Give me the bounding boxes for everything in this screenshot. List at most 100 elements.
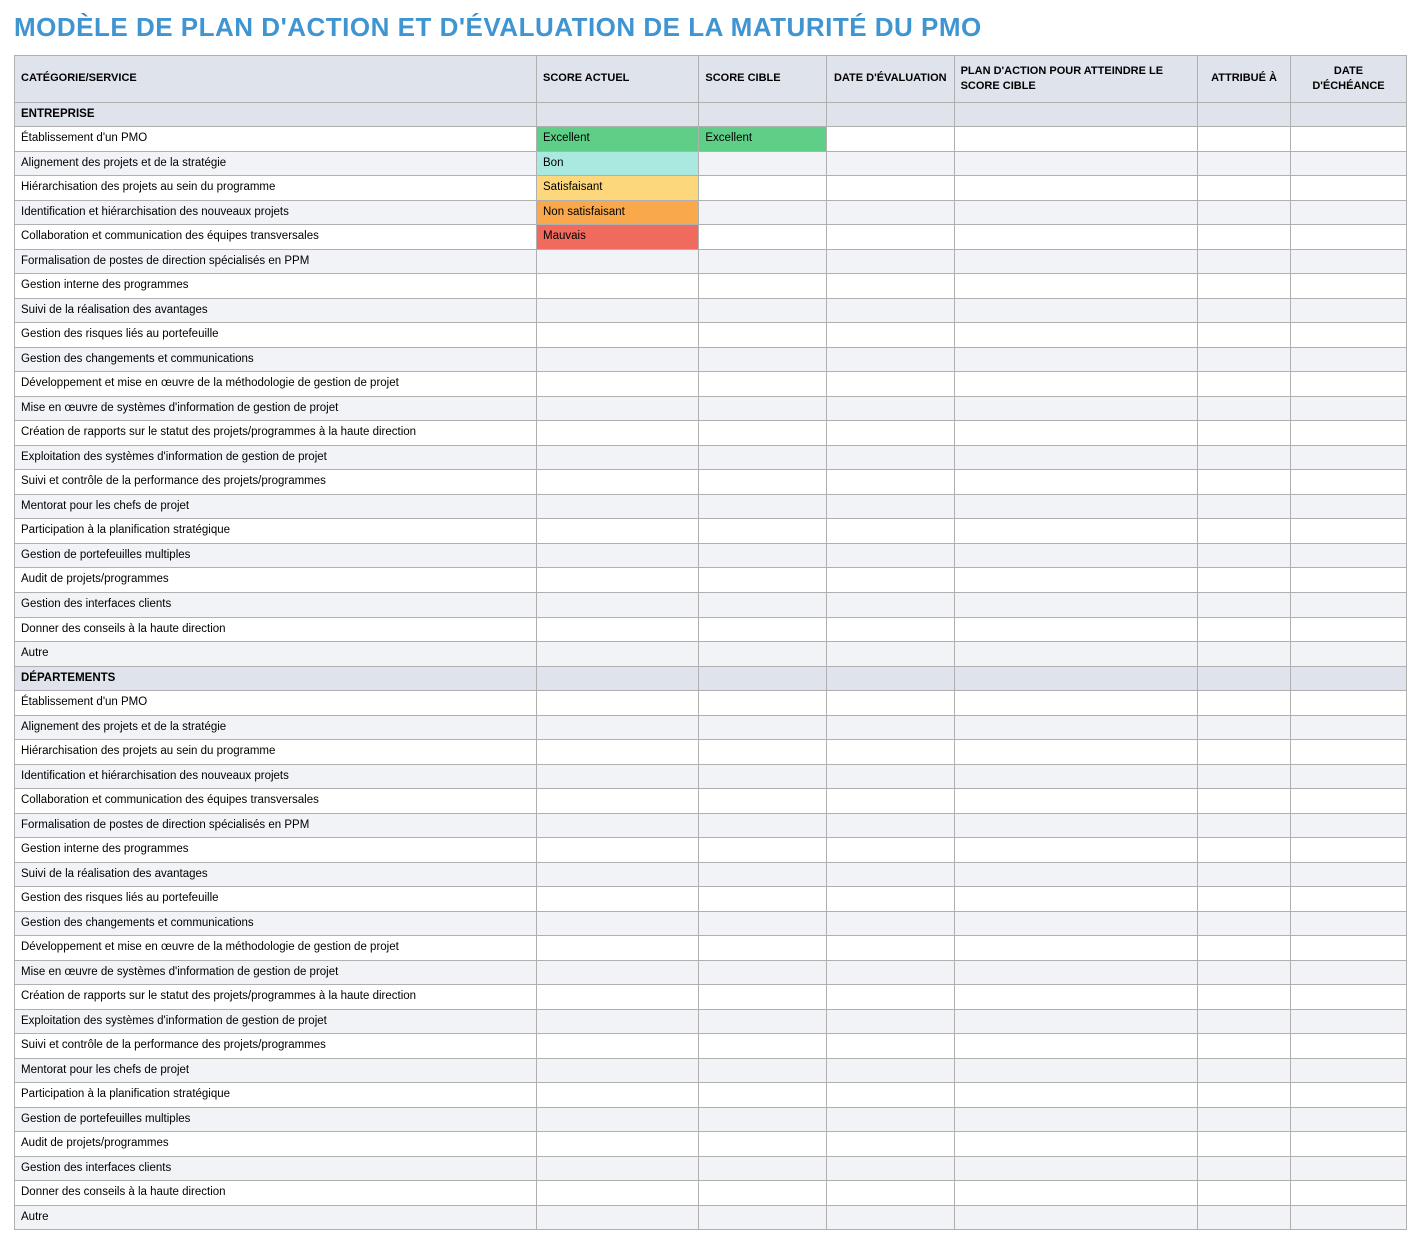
cell-score-target[interactable]: [699, 740, 827, 765]
cell-assigned-to[interactable]: [1198, 249, 1291, 274]
cell-score-actual[interactable]: [537, 691, 699, 716]
cell-assigned-to[interactable]: [1198, 862, 1291, 887]
cell-score-actual[interactable]: [537, 789, 699, 814]
cell-eval-date[interactable]: [826, 740, 954, 765]
cell-score-actual[interactable]: Satisfaisant: [537, 176, 699, 201]
cell-score-target[interactable]: [699, 1181, 827, 1206]
cell-assigned-to[interactable]: [1198, 494, 1291, 519]
cell-eval-date[interactable]: [826, 1107, 954, 1132]
cell-action-plan[interactable]: [954, 617, 1198, 642]
cell-score-actual[interactable]: [537, 421, 699, 446]
cell-score-target[interactable]: [699, 715, 827, 740]
cell-due-date[interactable]: [1290, 985, 1406, 1010]
cell-score-target[interactable]: [699, 642, 827, 667]
cell-score-target[interactable]: [699, 347, 827, 372]
cell-assigned-to[interactable]: [1198, 372, 1291, 397]
cell-assigned-to[interactable]: [1198, 396, 1291, 421]
cell-score-target[interactable]: [699, 151, 827, 176]
cell-score-actual[interactable]: [537, 642, 699, 667]
cell-assigned-to[interactable]: [1198, 1181, 1291, 1206]
cell-assigned-to[interactable]: [1198, 593, 1291, 618]
cell-assigned-to[interactable]: [1198, 1009, 1291, 1034]
cell-score-actual[interactable]: [537, 617, 699, 642]
cell-eval-date[interactable]: [826, 494, 954, 519]
cell-score-target[interactable]: [699, 372, 827, 397]
cell-action-plan[interactable]: [954, 1058, 1198, 1083]
cell-assigned-to[interactable]: [1198, 151, 1291, 176]
cell-eval-date[interactable]: [826, 838, 954, 863]
cell-eval-date[interactable]: [826, 151, 954, 176]
cell-assigned-to[interactable]: [1198, 1205, 1291, 1230]
cell-due-date[interactable]: [1290, 470, 1406, 495]
cell-assigned-to[interactable]: [1198, 1132, 1291, 1157]
cell-due-date[interactable]: [1290, 838, 1406, 863]
cell-score-target[interactable]: [699, 396, 827, 421]
cell-score-target[interactable]: [699, 593, 827, 618]
cell-action-plan[interactable]: [954, 323, 1198, 348]
cell-action-plan[interactable]: [954, 274, 1198, 299]
cell-action-plan[interactable]: [954, 543, 1198, 568]
cell-action-plan[interactable]: [954, 1107, 1198, 1132]
cell-action-plan[interactable]: [954, 347, 1198, 372]
cell-due-date[interactable]: [1290, 1181, 1406, 1206]
cell-assigned-to[interactable]: [1198, 985, 1291, 1010]
cell-score-actual[interactable]: [537, 347, 699, 372]
cell-action-plan[interactable]: [954, 593, 1198, 618]
cell-eval-date[interactable]: [826, 862, 954, 887]
cell-eval-date[interactable]: [826, 372, 954, 397]
cell-eval-date[interactable]: [826, 691, 954, 716]
cell-action-plan[interactable]: [954, 764, 1198, 789]
cell-eval-date[interactable]: [826, 813, 954, 838]
cell-eval-date[interactable]: [826, 200, 954, 225]
cell-score-actual[interactable]: Mauvais: [537, 225, 699, 250]
cell-eval-date[interactable]: [826, 347, 954, 372]
cell-action-plan[interactable]: [954, 1181, 1198, 1206]
cell-assigned-to[interactable]: [1198, 617, 1291, 642]
cell-action-plan[interactable]: [954, 887, 1198, 912]
cell-eval-date[interactable]: [826, 568, 954, 593]
cell-due-date[interactable]: [1290, 176, 1406, 201]
cell-action-plan[interactable]: [954, 691, 1198, 716]
cell-eval-date[interactable]: [826, 911, 954, 936]
cell-eval-date[interactable]: [826, 715, 954, 740]
cell-due-date[interactable]: [1290, 960, 1406, 985]
cell-eval-date[interactable]: [826, 1083, 954, 1108]
cell-eval-date[interactable]: [826, 764, 954, 789]
cell-due-date[interactable]: [1290, 862, 1406, 887]
cell-eval-date[interactable]: [826, 225, 954, 250]
cell-assigned-to[interactable]: [1198, 715, 1291, 740]
cell-score-actual[interactable]: [537, 445, 699, 470]
cell-due-date[interactable]: [1290, 568, 1406, 593]
cell-eval-date[interactable]: [826, 274, 954, 299]
cell-eval-date[interactable]: [826, 323, 954, 348]
cell-action-plan[interactable]: [954, 1205, 1198, 1230]
cell-action-plan[interactable]: [954, 911, 1198, 936]
cell-assigned-to[interactable]: [1198, 887, 1291, 912]
cell-assigned-to[interactable]: [1198, 789, 1291, 814]
cell-score-target[interactable]: [699, 617, 827, 642]
cell-score-target[interactable]: Excellent: [699, 127, 827, 152]
cell-score-target[interactable]: [699, 568, 827, 593]
cell-action-plan[interactable]: [954, 1156, 1198, 1181]
cell-eval-date[interactable]: [826, 470, 954, 495]
cell-assigned-to[interactable]: [1198, 764, 1291, 789]
cell-action-plan[interactable]: [954, 862, 1198, 887]
cell-eval-date[interactable]: [826, 617, 954, 642]
cell-score-actual[interactable]: [537, 740, 699, 765]
cell-score-actual[interactable]: Bon: [537, 151, 699, 176]
cell-score-target[interactable]: [699, 298, 827, 323]
cell-assigned-to[interactable]: [1198, 1156, 1291, 1181]
cell-due-date[interactable]: [1290, 396, 1406, 421]
cell-action-plan[interactable]: [954, 1083, 1198, 1108]
cell-due-date[interactable]: [1290, 1058, 1406, 1083]
cell-action-plan[interactable]: [954, 494, 1198, 519]
cell-due-date[interactable]: [1290, 200, 1406, 225]
cell-score-actual[interactable]: [537, 1181, 699, 1206]
cell-assigned-to[interactable]: [1198, 470, 1291, 495]
cell-score-target[interactable]: [699, 1083, 827, 1108]
cell-score-actual[interactable]: [537, 494, 699, 519]
cell-eval-date[interactable]: [826, 1132, 954, 1157]
cell-action-plan[interactable]: [954, 470, 1198, 495]
cell-due-date[interactable]: [1290, 445, 1406, 470]
cell-score-actual[interactable]: [537, 887, 699, 912]
